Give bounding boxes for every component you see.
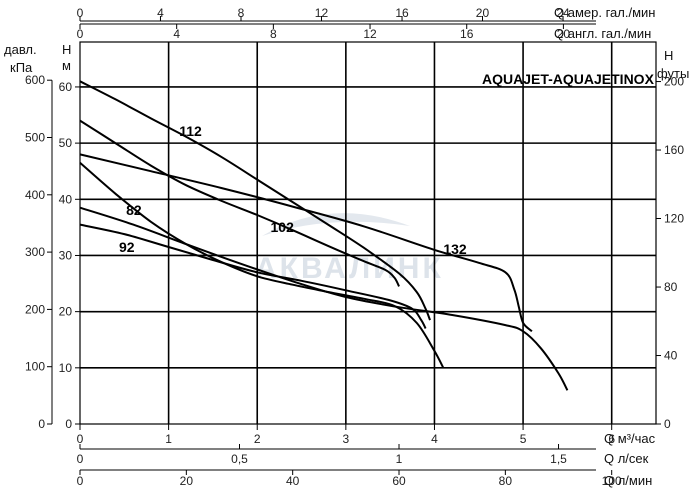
- x-tick-label: 6: [608, 432, 615, 446]
- y-ft-tick-label: 80: [664, 280, 678, 294]
- chart-title: AQUAJET-AQUAJETINOX: [482, 71, 655, 87]
- x-us-gpm-tick-label: 0: [77, 6, 84, 20]
- grid: [79, 41, 657, 425]
- y-ft-tick-label: 200: [664, 75, 684, 89]
- y-kpa-tick-label: 600: [25, 73, 45, 87]
- y-ft-tick-label: 120: [664, 212, 684, 226]
- x-ls-unit: Q л/сек: [604, 451, 649, 466]
- x-lmin-tick-label: 20: [180, 474, 194, 488]
- curve-82: [79, 162, 445, 369]
- x-us-gpm-tick-label: 4: [157, 6, 164, 20]
- x-tick-label: 1: [165, 432, 172, 446]
- x-ls-tick-label: 0,5: [231, 452, 248, 466]
- y-kpa-tick-label: 400: [25, 188, 45, 202]
- y-kpa-tick-label: 200: [25, 302, 45, 316]
- x-lmin-tick-label: 80: [499, 474, 513, 488]
- x-us-gpm-unit: Q амер. гал./мин: [554, 5, 655, 20]
- x-us-gpm-tick-label: 8: [238, 6, 245, 20]
- y-m-unit-bottom: м: [62, 58, 71, 73]
- x-ls-tick-label: 1: [396, 452, 403, 466]
- y-kpa-tick-label: 0: [38, 417, 45, 431]
- x-uk-gpm-tick-label: 12: [363, 27, 377, 41]
- x-ls-tick-label: 1,5: [550, 452, 567, 466]
- y-kpa-tick-label: 300: [25, 245, 45, 259]
- x-lmin-tick-label: 100: [602, 474, 622, 488]
- x-uk-gpm-unit: Q англ. гал./мин: [554, 26, 651, 41]
- curve-label-112: 112: [179, 123, 202, 139]
- curve-label-102: 102: [271, 219, 295, 235]
- y-m-unit-top: H: [62, 42, 71, 57]
- x-ls-tick-label: 0: [77, 452, 84, 466]
- y-m-tick-label: 40: [59, 192, 73, 206]
- curve-label-92: 92: [119, 239, 135, 255]
- x-unit-m3h: Q м³/час: [604, 431, 656, 446]
- x-uk-gpm-tick-label: 8: [270, 27, 277, 41]
- x-us-gpm-tick-label: 20: [476, 6, 490, 20]
- y-ft-tick-label: 40: [664, 349, 678, 363]
- x-uk-gpm-tick-label: 16: [460, 27, 474, 41]
- x-tick-label: 5: [520, 432, 527, 446]
- x-us-gpm-tick-label: 16: [395, 6, 409, 20]
- plot-frame: [79, 41, 657, 425]
- y-ft-unit-bottom: футы: [657, 66, 689, 81]
- x-uk-gpm-tick-label: 0: [77, 27, 84, 41]
- y-kpa-unit-bottom: кПа: [10, 60, 33, 75]
- curves: [79, 80, 569, 391]
- x-lmin-tick-label: 40: [286, 474, 300, 488]
- curve-112: [79, 80, 431, 321]
- curve-label-132: 132: [443, 241, 467, 257]
- x-lmin-unit: Q л/мин: [604, 473, 652, 488]
- x-tick-label: 3: [343, 432, 350, 446]
- x-tick-label: 0: [77, 432, 84, 446]
- x-uk-gpm-tick-label: 20: [557, 27, 571, 41]
- curve-92: [79, 223, 427, 329]
- y-ft-unit-top: H: [664, 48, 673, 63]
- y-m-tick-label: 50: [59, 136, 73, 150]
- x-us-gpm-tick-label: 12: [315, 6, 329, 20]
- y-m-tick-label: 10: [59, 361, 73, 375]
- watermark-text: АКВАЛИНК: [255, 252, 444, 285]
- curve-unlabeled-5: [79, 206, 569, 391]
- labels: AQUAJET-AQUAJETINOX 82 92 102 112 132: [119, 71, 655, 257]
- curve-102: [79, 119, 400, 287]
- watermark-swoosh: [262, 213, 410, 236]
- y-m-tick-label: 30: [59, 248, 73, 262]
- x-lmin-tick-label: 60: [392, 474, 406, 488]
- x-lmin-tick-label: 0: [77, 474, 84, 488]
- y-ft-tick-label: 0: [664, 417, 671, 431]
- y-m-tick-label: 60: [59, 80, 73, 94]
- x-tick-label: 4: [431, 432, 438, 446]
- y-kpa-tick-label: 500: [25, 131, 45, 145]
- curve-label-82: 82: [126, 202, 142, 218]
- curve-132: [79, 153, 533, 333]
- y-kpa-unit-top: давл.: [4, 42, 37, 57]
- x-us-gpm-tick-label: 24: [556, 6, 570, 20]
- y-m-tick-label: 0: [65, 417, 72, 431]
- y-ft-tick-label: 160: [664, 143, 684, 157]
- x-uk-gpm-tick-label: 4: [173, 27, 180, 41]
- x-tick-label: 2: [254, 432, 261, 446]
- y-kpa-tick-label: 100: [25, 360, 45, 374]
- y-m-tick-label: 20: [59, 305, 73, 319]
